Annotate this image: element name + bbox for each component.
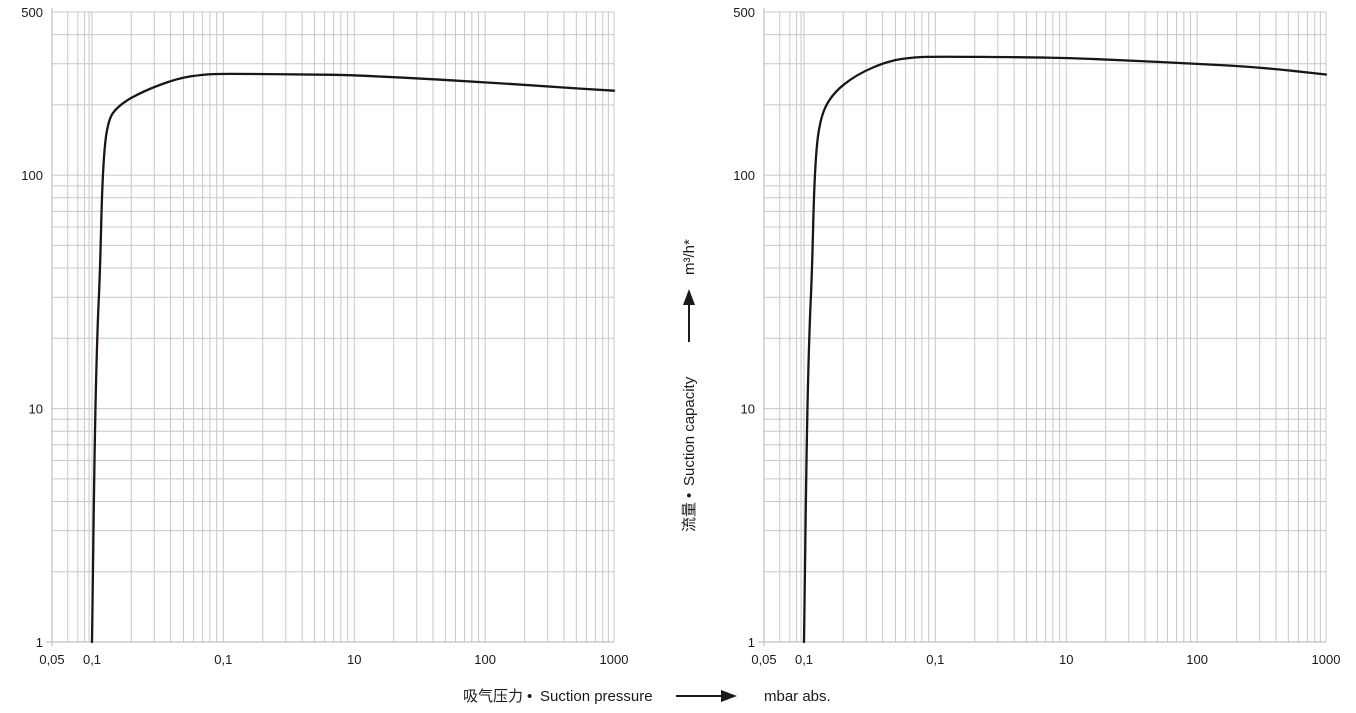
y-tick-label-left-0: 1 [36,635,43,650]
y-axis-title-en: Suction capacity [681,376,698,486]
y-axis-title-arrow-head [683,289,695,305]
y-tick-label-right-1: 10 [741,402,755,417]
grid-left [51,11,615,643]
x-tick-label-left-4: 100 [474,652,496,667]
x-tick-label-left-5: 1000 [600,652,629,667]
y-axis-title-unit: m³/h* [681,239,698,275]
x-axis-title: 吸气压力 • Suction pressure mbar abs. [463,688,831,705]
x-tick-label-right-3: 10 [1059,652,1073,667]
y-tick-label-left-2: 100 [21,168,43,183]
x-tick-label-right-2: 0,1 [926,652,944,667]
x-tick-label-right-5: 1000 [1312,652,1341,667]
grid-right [763,11,1327,643]
x-tick-label-left-1: 0,1 [83,652,101,667]
x-tick-label-left-2: 0,1 [214,652,232,667]
y-tick-labels-right: 1 10 100 500 [733,5,755,650]
series-line-left [90,72,616,644]
y-tick-label-left-3: 500 [21,5,43,20]
y-axis-title-bullet: • [681,493,698,498]
y-axis-title-cn: 流量 [681,502,698,532]
y-tick-label-left-1: 10 [29,402,43,417]
y-tick-labels-left: 1 10 100 500 [21,5,43,650]
x-axis-title-bullet: • [527,688,532,705]
chart-left-panel: 1 10 100 500 0,05 0,1 0,1 10 100 1000 [21,5,628,667]
x-axis-title-cn: 吸气压力 [463,688,523,705]
y-tick-label-right-0: 1 [748,635,755,650]
y-axis-title: 流量 • Suction capacity m³/h* [681,239,698,532]
x-tick-label-left-3: 10 [347,652,361,667]
x-tick-labels-left: 0,05 0,1 0,1 10 100 1000 [39,652,628,667]
y-tick-label-right-3: 500 [733,5,755,20]
x-tick-label-right-0: 0,05 [751,652,776,667]
x-tick-label-right-1: 0,1 [795,652,813,667]
series-line-right [802,55,1328,644]
y-tick-label-right-2: 100 [733,168,755,183]
x-tick-label-left-0: 0,05 [39,652,64,667]
x-axis-title-en: Suction pressure [540,688,653,705]
x-axis-title-arrow-head [721,690,737,702]
x-tick-label-right-4: 100 [1186,652,1208,667]
x-axis-title-unit: mbar abs. [764,688,831,705]
x-tick-labels-right: 0,05 0,1 0,1 10 100 1000 [751,652,1340,667]
chart-right-panel: 1 10 100 500 0,05 0,1 0,1 10 100 1000 [733,5,1340,667]
